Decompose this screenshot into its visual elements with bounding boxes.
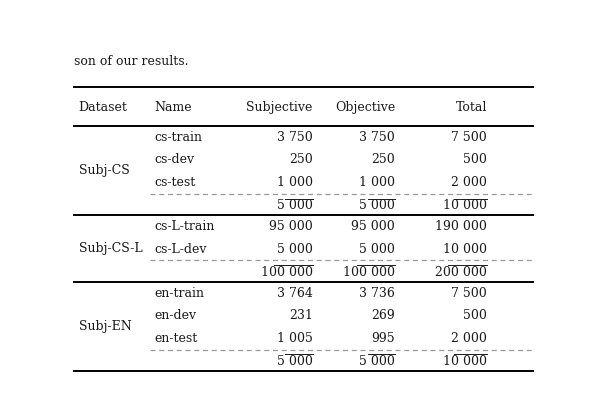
- Text: 3 750: 3 750: [359, 131, 395, 144]
- Text: 5 000: 5 000: [276, 355, 313, 368]
- Text: 5 000: 5 000: [276, 199, 313, 212]
- Text: 100 000: 100 000: [260, 266, 313, 279]
- Text: Name: Name: [155, 101, 192, 113]
- Text: 500: 500: [463, 153, 487, 166]
- Text: Total: Total: [456, 101, 487, 113]
- Text: cs-L-dev: cs-L-dev: [155, 243, 207, 255]
- Text: cs-test: cs-test: [155, 176, 195, 189]
- Text: 5 000: 5 000: [359, 199, 395, 212]
- Text: 10 000: 10 000: [443, 243, 487, 255]
- Text: 1 005: 1 005: [276, 332, 313, 345]
- Text: 2 000: 2 000: [451, 332, 487, 345]
- Text: 5 000: 5 000: [359, 243, 395, 255]
- Text: en-dev: en-dev: [155, 309, 197, 322]
- Text: 95 000: 95 000: [269, 220, 313, 233]
- Text: en-train: en-train: [155, 286, 204, 299]
- Text: Objective: Objective: [335, 101, 395, 113]
- Text: cs-train: cs-train: [155, 131, 202, 144]
- Text: Subj-EN: Subj-EN: [79, 320, 131, 333]
- Text: 95 000: 95 000: [352, 220, 395, 233]
- Text: 1 000: 1 000: [276, 176, 313, 189]
- Text: 3 750: 3 750: [277, 131, 313, 144]
- Text: 10 000: 10 000: [443, 199, 487, 212]
- Text: 995: 995: [372, 332, 395, 345]
- Text: 10 000: 10 000: [443, 355, 487, 368]
- Text: 5 000: 5 000: [276, 243, 313, 255]
- Text: 190 000: 190 000: [435, 220, 487, 233]
- Text: Dataset: Dataset: [79, 101, 127, 113]
- Text: 200 000: 200 000: [435, 266, 487, 279]
- Text: 7 500: 7 500: [451, 286, 487, 299]
- Text: 250: 250: [371, 153, 395, 166]
- Text: en-test: en-test: [155, 332, 198, 345]
- Text: cs-L-train: cs-L-train: [155, 220, 215, 233]
- Text: 2 000: 2 000: [451, 176, 487, 189]
- Text: 3 736: 3 736: [359, 286, 395, 299]
- Text: 100 000: 100 000: [343, 266, 395, 279]
- Text: 500: 500: [463, 309, 487, 322]
- Text: 231: 231: [289, 309, 313, 322]
- Text: cs-dev: cs-dev: [155, 153, 194, 166]
- Text: 5 000: 5 000: [359, 355, 395, 368]
- Text: Subjective: Subjective: [246, 101, 313, 113]
- Text: 269: 269: [371, 309, 395, 322]
- Text: son of our results.: son of our results.: [74, 55, 188, 68]
- Text: 7 500: 7 500: [451, 131, 487, 144]
- Text: 250: 250: [289, 153, 313, 166]
- Text: 3 764: 3 764: [276, 286, 313, 299]
- Text: Subj-CS: Subj-CS: [79, 164, 129, 177]
- Text: 1 000: 1 000: [359, 176, 395, 189]
- Text: Subj-CS-L: Subj-CS-L: [79, 242, 142, 255]
